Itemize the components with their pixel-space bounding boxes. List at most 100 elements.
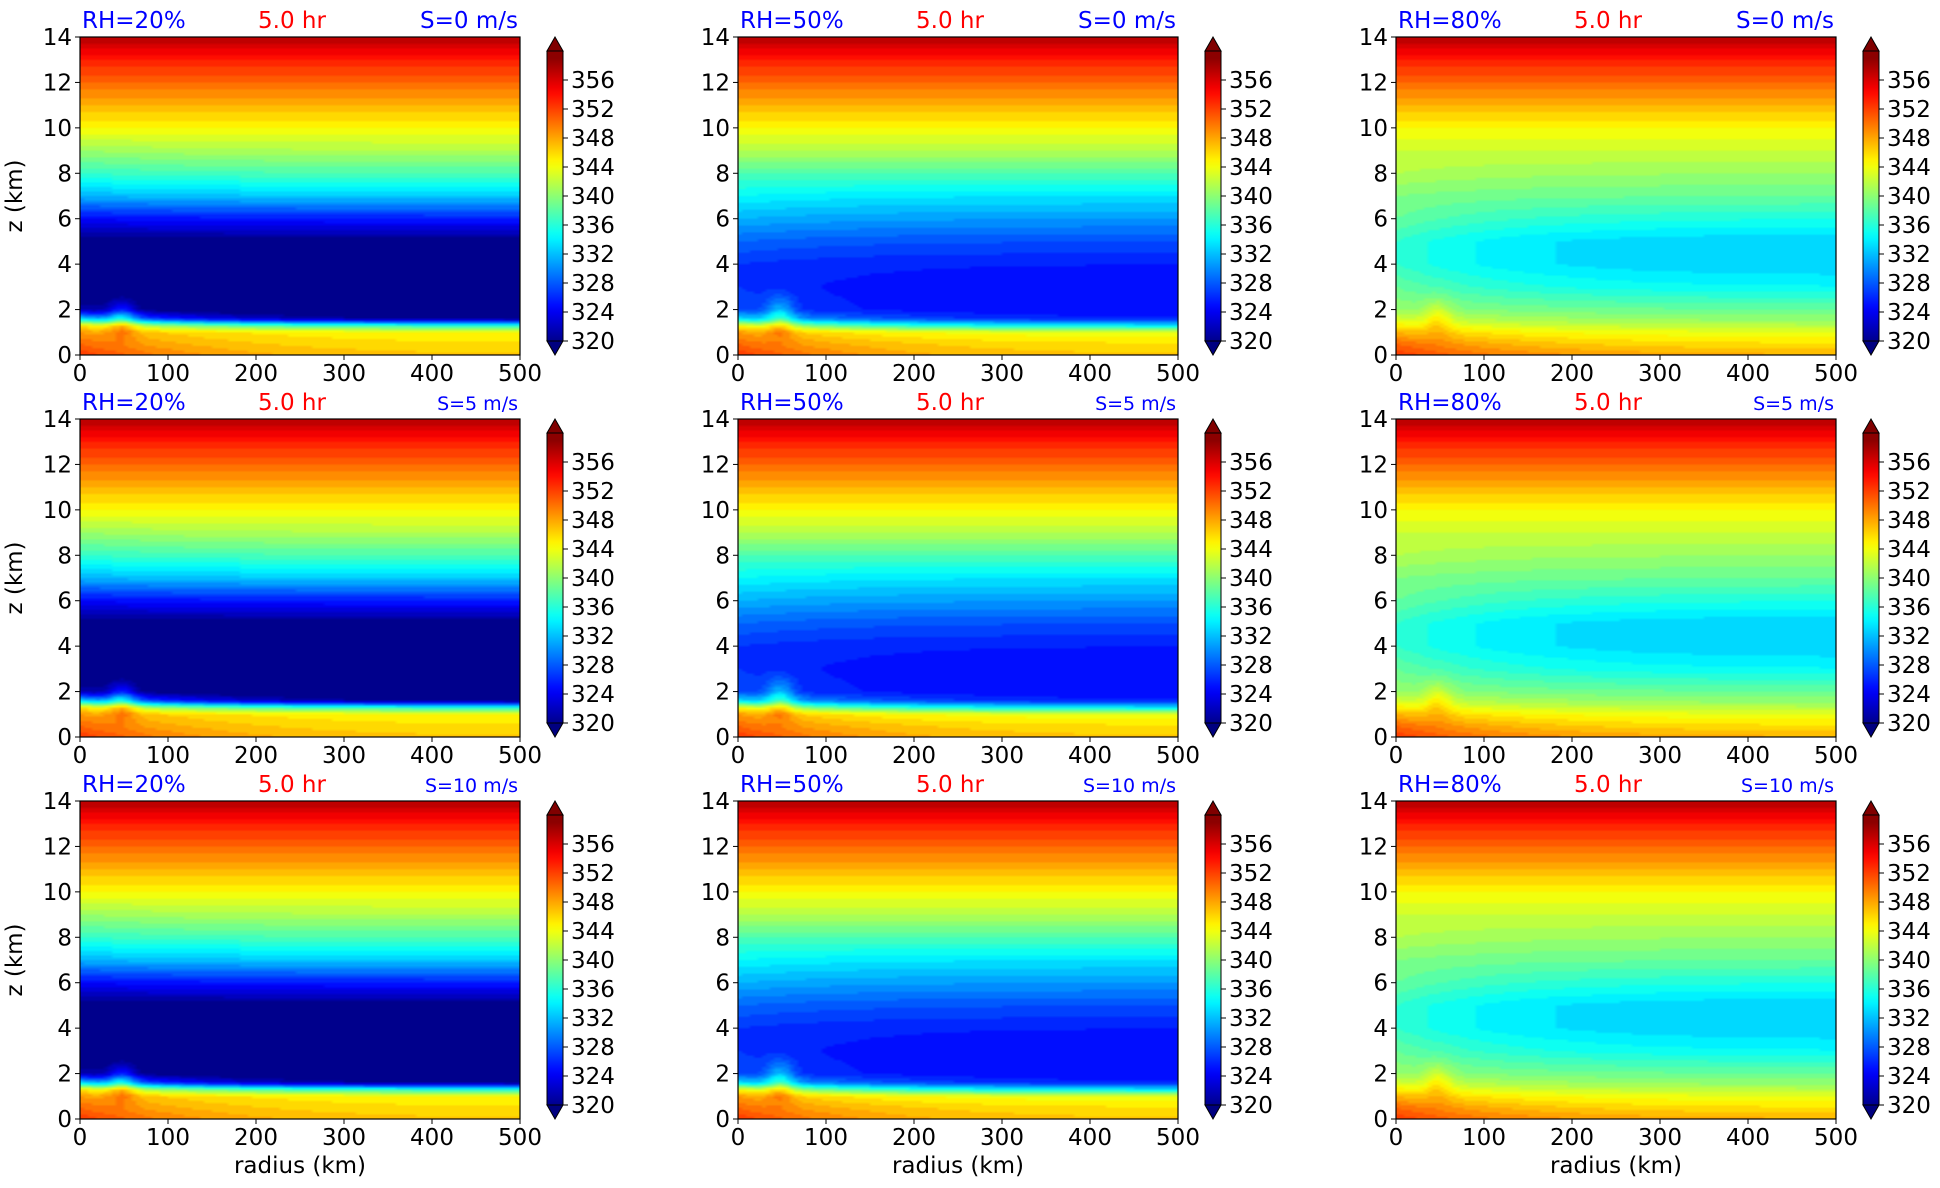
x-tick-label: 0: [1389, 1125, 1404, 1151]
colorbar-tick-label: 344: [1229, 155, 1273, 181]
colorbar-tick-label: 320: [1887, 329, 1931, 355]
x-tick-label: 300: [980, 361, 1024, 387]
y-tick-label: 10: [1359, 880, 1388, 906]
x-tick-label: 200: [234, 743, 278, 769]
colorbar: 320 324 328 332 336 340 344 348 352 356: [1204, 35, 1273, 357]
colorbar-tick-label: 340: [1229, 184, 1273, 210]
colorbar-gradient: [547, 815, 563, 1105]
y-tick-label: 10: [43, 880, 72, 906]
plot-frame: [79, 36, 521, 356]
colorbar-tick-label: 348: [1229, 126, 1273, 152]
colorbar-tick-label: 336: [1229, 977, 1273, 1003]
contour-field: [738, 801, 1178, 1119]
x-tick-label: 500: [1156, 743, 1200, 769]
y-tick-label: 10: [701, 116, 730, 142]
x-tick-label: 500: [1156, 1125, 1200, 1151]
time-title: 5.0 hr: [1574, 772, 1642, 798]
y-tick-label: 12: [43, 452, 72, 478]
colorbar-tick-label: 340: [1229, 566, 1273, 592]
colorbar-tick-label: 352: [1229, 479, 1273, 505]
colorbar-extend-max: [546, 35, 564, 52]
colorbar-tick-label: 336: [571, 977, 615, 1003]
time-title: 5.0 hr: [916, 772, 984, 798]
colorbar-tick-label: 324: [571, 1064, 615, 1090]
y-tick-label: 14: [701, 789, 730, 815]
colorbar-tick-label: 352: [571, 861, 615, 887]
colorbar-tick-label: 352: [1229, 861, 1273, 887]
y-tick-label: 0: [1373, 725, 1388, 751]
shear-title: S=5 m/s: [437, 393, 518, 415]
panel-rh20-s0: 0 100 200 300 400 500 0 2 4 6 8 10 12 14 RH=20% 5.0 hr S…: [2, 8, 615, 387]
colorbar-tick-label: 344: [1887, 919, 1931, 945]
y-tick-label: 2: [1373, 298, 1388, 324]
plot-frame: [1395, 800, 1837, 1120]
colorbar-tick-label: 348: [571, 126, 615, 152]
shear-title: S=5 m/s: [1095, 393, 1176, 415]
x-tick-label: 300: [1638, 743, 1682, 769]
x-tick-label: 300: [322, 1125, 366, 1151]
colorbar-tick-label: 328: [1229, 271, 1273, 297]
x-tick-label: 500: [498, 743, 542, 769]
contour-field: [80, 37, 520, 355]
y-tick-label: 14: [1359, 25, 1388, 51]
colorbar-tick-label: 336: [1887, 977, 1931, 1003]
y-tick-label: 10: [701, 498, 730, 524]
time-title: 5.0 hr: [916, 8, 984, 34]
y-tick-label: 4: [57, 634, 72, 660]
colorbar-tick-label: 348: [1229, 508, 1273, 534]
x-tick-label: 300: [322, 743, 366, 769]
y-tick-label: 14: [701, 407, 730, 433]
panel-rh80-s0: 0 100 200 300 400 500 0 2 4 6 8 10 12 14 RH=80% 5.0 hr S…: [1359, 8, 1931, 387]
colorbar-tick-label: 324: [1887, 682, 1931, 708]
x-tick-label: 500: [498, 1125, 542, 1151]
colorbar-tick-label: 328: [1887, 653, 1931, 679]
y-tick-label: 10: [701, 880, 730, 906]
y-tick-label: 2: [57, 680, 72, 706]
colorbar-tick-label: 328: [1887, 271, 1931, 297]
x-tick-label: 0: [73, 743, 88, 769]
panel-rh20-s2: 0 100 200 300 400 500 0 2 4 6 8 10 12 14 RH=20% 5.0 hr S…: [2, 772, 615, 1179]
colorbar-tick-label: 356: [1229, 832, 1273, 858]
panel-rh80-s1: 0 100 200 300 400 500 0 2 4 6 8 10 12 14 RH=80% 5.0 hr S…: [1359, 390, 1931, 769]
y-tick-label: 14: [43, 789, 72, 815]
x-tick-label: 500: [1814, 1125, 1858, 1151]
plot-frame: [79, 418, 521, 738]
y-tick-label: 12: [1359, 452, 1388, 478]
x-tick-label: 300: [1638, 1125, 1682, 1151]
colorbar-tick-label: 344: [571, 537, 615, 563]
colorbar-tick-label: 332: [571, 1006, 615, 1032]
panel-rh50-s2: 0 100 200 300 400 500 0 2 4 6 8 10 12 14 RH=50% 5.0 hr S…: [701, 772, 1273, 1179]
y-tick-label: 6: [57, 971, 72, 997]
x-tick-label: 400: [410, 361, 454, 387]
y-tick-label: 10: [43, 116, 72, 142]
colorbar-extend-max: [1862, 799, 1880, 816]
colorbar-tick-label: 336: [1229, 595, 1273, 621]
colorbar-extend-max: [1204, 799, 1222, 816]
time-title: 5.0 hr: [258, 8, 326, 34]
contour-field: [1396, 419, 1836, 737]
x-tick-label: 500: [498, 361, 542, 387]
x-tick-label: 0: [73, 1125, 88, 1151]
colorbar-tick-label: 336: [1229, 213, 1273, 239]
colorbar-tick-label: 320: [571, 711, 615, 737]
y-tick-label: 12: [701, 452, 730, 478]
y-tick-label: 8: [715, 161, 730, 187]
colorbar-extend-min: [546, 1104, 564, 1121]
contour-field: [1396, 37, 1836, 355]
y-tick-label: 8: [715, 543, 730, 569]
x-tick-label: 400: [1726, 361, 1770, 387]
plot-frame: [1395, 418, 1837, 738]
y-tick-label: 8: [57, 161, 72, 187]
x-tick-label: 400: [410, 1125, 454, 1151]
x-tick-label: 100: [1462, 361, 1506, 387]
colorbar-tick-label: 344: [1887, 537, 1931, 563]
y-tick-label: 8: [715, 925, 730, 951]
colorbar-extend-max: [546, 799, 564, 816]
colorbar-tick-label: 320: [1887, 1093, 1931, 1119]
rh-title: RH=80%: [1398, 8, 1502, 34]
panel-rh50-s0: 0 100 200 300 400 500 0 2 4 6 8 10 12 14 RH=50% 5.0 hr S…: [701, 8, 1273, 387]
y-tick-label: 2: [1373, 1062, 1388, 1088]
x-tick-label: 0: [731, 1125, 746, 1151]
x-tick-label: 200: [892, 743, 936, 769]
y-tick-label: 4: [57, 252, 72, 278]
